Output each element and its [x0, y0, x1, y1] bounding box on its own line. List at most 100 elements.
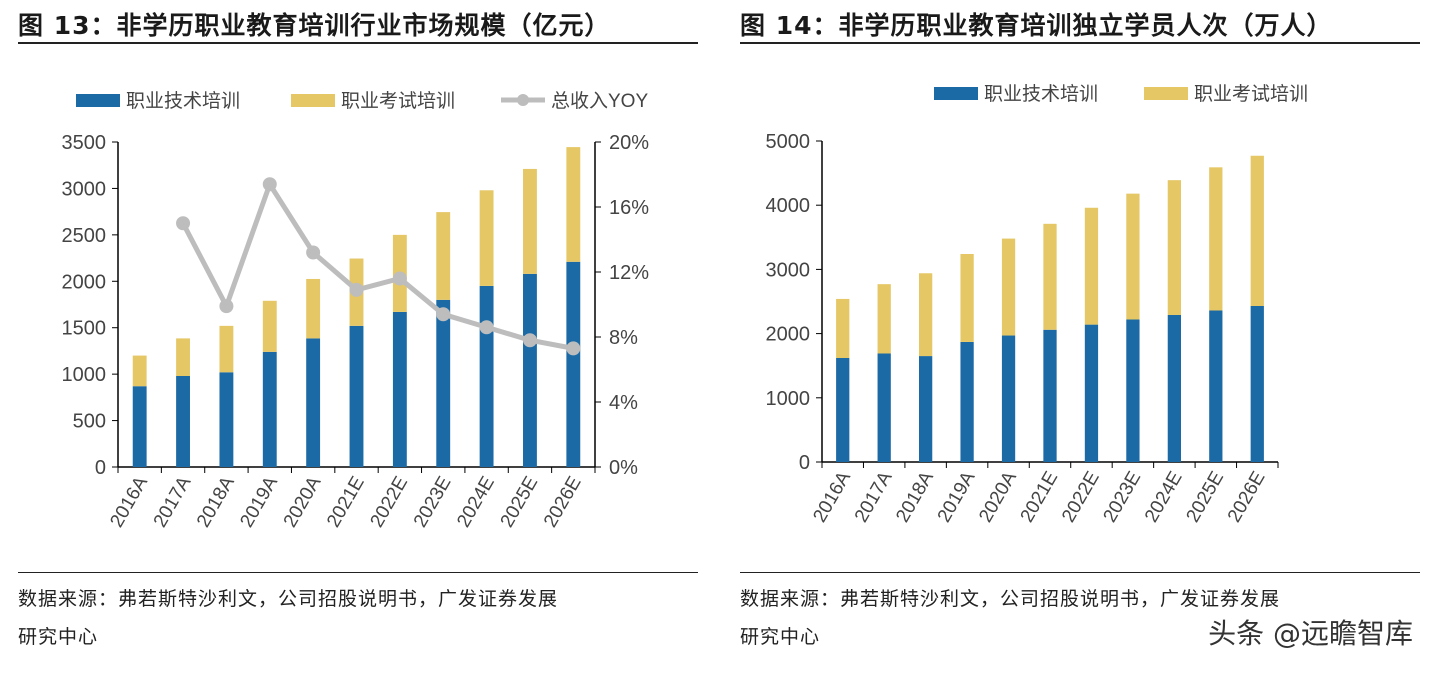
chart-student-count: 0 1000 2000 3000 4000 5000 2016A2017A2018A2019…	[766, 83, 1309, 526]
y-tick-label: 0	[95, 457, 106, 479]
legend-label: 总收入YOY	[551, 90, 648, 112]
bar-exam	[1209, 167, 1223, 311]
yoy-point	[349, 282, 364, 297]
x-tick-label: 2019A	[236, 473, 282, 531]
yoy-point	[306, 245, 321, 260]
source-note: 数据来源：弗若斯特沙利文，公司招股说明书，广发证券发展 研究中心	[18, 588, 559, 648]
chart-title: 图 14：非学历职业教育培训独立学员人次（万人）	[740, 11, 1333, 40]
yoy-point	[262, 177, 277, 192]
source-note: 数据来源：弗若斯特沙利文，公司招股说明书，广发证券发展 研究中心	[740, 588, 1281, 648]
legend-marker-icon	[517, 94, 529, 106]
x-tick-label: 2019A	[934, 468, 980, 526]
yoy-point	[436, 307, 451, 322]
x-tick-label: 2022E	[1058, 468, 1104, 526]
bar-tech	[132, 386, 147, 467]
yoy-point	[392, 271, 407, 286]
bar-exam	[836, 298, 850, 358]
divider	[18, 572, 698, 573]
x-tick-label: 2020A	[280, 473, 326, 531]
yoy-point	[176, 216, 191, 231]
chart-market-size: 05001000150020002500300035002016A2017A20…	[62, 90, 650, 531]
x-tick-label: 2022E	[367, 473, 413, 531]
x-tick-label: 2016A	[809, 468, 855, 526]
legend-swatch-icon	[934, 87, 978, 100]
bar-tech	[960, 341, 974, 462]
yoy-point	[219, 299, 234, 314]
bar-tech	[1167, 314, 1181, 462]
y2-tick-label: 16%	[609, 197, 649, 219]
x-tick-label: 2026E	[540, 473, 586, 531]
legend-label: 职业技术培训	[984, 83, 1098, 105]
bar-exam	[1043, 223, 1057, 330]
legend-label: 职业考试培训	[341, 90, 455, 112]
y-tick-label: 3500	[62, 132, 107, 154]
right-panel: 图 14：非学历职业教育培训独立学员人次（万人） 0 1000 2000 3000 40…	[722, 0, 1420, 674]
x-tick-label: 2017A	[851, 468, 897, 526]
bar-tech	[877, 353, 891, 462]
watermark: 头条 @远瞻智库	[1208, 617, 1413, 650]
bar-exam	[306, 278, 321, 339]
bar-tech	[1084, 324, 1099, 462]
bar-exam	[1001, 238, 1016, 336]
bar-exam	[1084, 207, 1099, 325]
left-panel: 图 13：非学历职业教育培训行业市场规模（亿元） 0 500 1000 1500 200…	[0, 0, 698, 674]
yoy-point	[522, 333, 537, 348]
bar-exam	[960, 253, 974, 342]
bar-tech	[479, 285, 494, 467]
bar-tech	[1043, 329, 1057, 462]
bar-tech	[306, 338, 321, 467]
bar-tech	[1250, 305, 1264, 462]
divider	[740, 42, 1420, 44]
divider	[18, 42, 698, 44]
bar-tech	[1001, 335, 1016, 462]
bar-exam	[132, 355, 147, 387]
bar-tech	[392, 311, 407, 467]
bar-tech	[919, 356, 933, 462]
bar-tech	[262, 351, 277, 467]
x-tick-label: 2025E	[1182, 468, 1228, 526]
bar-exam	[877, 284, 891, 354]
y-tick-label: 4000	[766, 195, 811, 217]
bar-exam	[436, 212, 451, 300]
x-tick-label: 2024E	[1141, 468, 1187, 526]
bar-exam	[479, 190, 494, 286]
bar-tech	[176, 376, 190, 467]
bar-tech	[1209, 310, 1223, 462]
x-tick-label: 2021E	[323, 473, 369, 531]
y-tick-label: 5000	[766, 131, 811, 153]
yoy-point	[479, 320, 494, 335]
y-tick-label: 1500	[62, 318, 107, 340]
y2-tick-label: 12%	[609, 262, 649, 284]
x-tick-label: 2024E	[453, 473, 499, 531]
yoy-point	[566, 341, 581, 356]
y-tick-label: 1000	[62, 364, 107, 386]
y-tick-label: 2000	[62, 271, 107, 293]
yoy-line	[180, 178, 574, 351]
bar-tech	[1126, 319, 1140, 462]
y2-tick-label: 20%	[609, 132, 649, 154]
bar-exam	[262, 300, 277, 352]
bar-tech	[219, 372, 234, 467]
y-tick-label: 1000	[766, 388, 811, 410]
y2-tick-label: 8%	[609, 327, 638, 349]
bar-exam	[176, 338, 190, 376]
bar-tech	[523, 273, 537, 467]
x-tick-label: 2026E	[1224, 468, 1270, 526]
x-tick-label: 2020A	[975, 468, 1021, 526]
bar-exam	[1126, 193, 1140, 320]
y2-tick-label: 0%	[609, 457, 638, 479]
x-tick-label: 2018A	[892, 468, 938, 526]
y2-tick-label: 4%	[609, 392, 638, 414]
divider	[740, 572, 1420, 573]
legend-swatch-icon	[1144, 87, 1188, 100]
bar-tech	[566, 261, 581, 467]
x-tick-label: 2018A	[193, 473, 239, 531]
legend-swatch-icon	[76, 94, 120, 107]
bar-exam	[219, 325, 234, 373]
bar-tech	[836, 357, 850, 462]
x-tick-label: 2016A	[106, 473, 152, 531]
y-tick-label: 2000	[766, 324, 811, 346]
bar-exam	[1250, 155, 1264, 306]
y-tick-label: 3000	[766, 259, 811, 281]
x-tick-label: 2023E	[1100, 468, 1146, 526]
